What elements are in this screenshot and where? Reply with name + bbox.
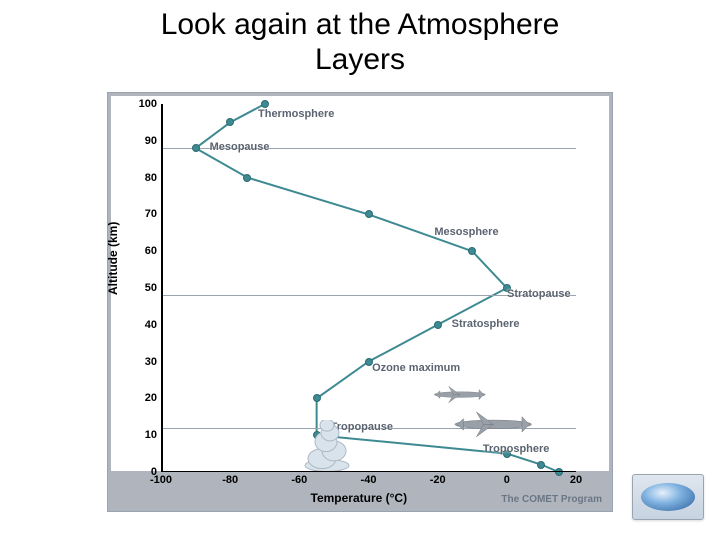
x-tick: -80 [222,472,238,486]
airplane-icon [431,385,489,409]
slide: Look again at the Atmosphere Layers 0102… [0,0,720,540]
x-tick: 0 [504,472,510,486]
layer-label: Mesosphere [434,226,498,238]
data-point [192,144,200,152]
layer-label: Ozone maximum [372,362,460,374]
y-tick: 80 [145,172,161,184]
airplane-icon [431,385,489,404]
layer-label: Stratosphere [452,318,520,330]
y-tick: 100 [139,98,161,110]
data-point [434,321,442,329]
layer-label: Troposphere [483,443,550,455]
plot-area: 0102030405060708090100-100-80-60-40-2002… [161,104,576,472]
slide-title: Look again at the Atmosphere Layers [0,0,720,77]
data-point [555,468,563,476]
y-tick: 10 [145,429,161,441]
y-tick: 70 [145,208,161,220]
y-tick: 50 [145,282,161,294]
data-point [261,100,269,108]
layer-label: Stratopause [507,288,571,300]
y-tick: 60 [145,245,161,257]
data-point [365,210,373,218]
y-tick: 20 [145,392,161,404]
y-axis-line [161,104,163,472]
layer-label: Thermosphere [258,108,334,120]
chart-inner: 0102030405060708090100-100-80-60-40-2002… [111,96,609,471]
airplane-icon [450,410,536,439]
logo-badge [632,474,704,520]
title-line-1: Look again at the Atmosphere [161,8,560,41]
x-axis-label: Temperature (°C) [311,491,408,505]
title-line-2: Layers [315,43,405,76]
y-tick: 30 [145,356,161,368]
x-axis-line [161,471,576,473]
airplane-icon [450,410,536,444]
y-tick: 40 [145,319,161,331]
chart-frame: 0102030405060708090100-100-80-60-40-2002… [107,92,613,512]
layer-label: Mesopause [210,141,270,153]
x-tick: -100 [150,472,172,486]
globe-icon [641,483,695,511]
attribution-text: The COMET Program [501,494,602,505]
y-tick: 90 [145,135,161,147]
x-tick: 20 [570,472,582,486]
x-tick: -20 [430,472,446,486]
cloud-icon [302,420,352,477]
x-tick: -40 [361,472,377,486]
